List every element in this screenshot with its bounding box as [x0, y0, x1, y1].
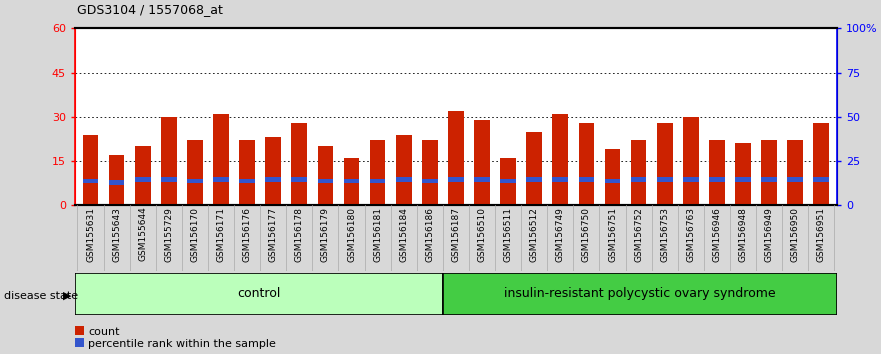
Bar [526, 177, 542, 182]
Bar [526, 132, 542, 205]
Text: GSM156946: GSM156946 [713, 207, 722, 262]
Bar [579, 177, 595, 182]
Text: count: count [88, 327, 120, 337]
Bar [161, 117, 177, 205]
Bar [761, 141, 777, 205]
Bar [292, 177, 307, 182]
Bar [75, 273, 443, 315]
Text: GSM155631: GSM155631 [86, 207, 95, 262]
Bar [631, 177, 647, 182]
Bar [579, 123, 595, 205]
Bar [83, 135, 99, 205]
Bar [443, 273, 837, 315]
Text: GSM156170: GSM156170 [190, 207, 199, 262]
Bar [187, 179, 203, 183]
Text: GSM156948: GSM156948 [738, 207, 747, 262]
Text: GSM156511: GSM156511 [504, 207, 513, 262]
Bar [500, 158, 516, 205]
Bar [240, 141, 255, 205]
Bar [552, 177, 568, 182]
Bar [317, 146, 333, 205]
Bar [788, 177, 803, 182]
Bar [83, 179, 99, 183]
Bar [187, 141, 203, 205]
Bar [344, 179, 359, 183]
Text: disease state: disease state [4, 291, 78, 301]
Bar [370, 179, 386, 183]
Bar [448, 177, 463, 182]
Bar [735, 143, 751, 205]
Text: GSM156951: GSM156951 [817, 207, 825, 262]
Text: GSM156177: GSM156177 [269, 207, 278, 262]
Bar [265, 137, 281, 205]
Bar [240, 179, 255, 183]
Text: ▶: ▶ [63, 291, 72, 301]
Bar [422, 179, 438, 183]
Text: GSM156176: GSM156176 [242, 207, 252, 262]
Text: GSM155643: GSM155643 [112, 207, 122, 262]
Bar [709, 141, 725, 205]
Bar [788, 141, 803, 205]
Bar [396, 177, 411, 182]
Bar [813, 177, 829, 182]
Text: GSM155644: GSM155644 [138, 207, 147, 261]
Text: percentile rank within the sample: percentile rank within the sample [88, 339, 276, 349]
Text: GSM156187: GSM156187 [451, 207, 461, 262]
Bar [265, 177, 281, 182]
Bar [683, 117, 699, 205]
Bar [213, 177, 229, 182]
Bar [213, 114, 229, 205]
Bar [317, 179, 333, 183]
Text: GSM156751: GSM156751 [608, 207, 617, 262]
Bar [761, 177, 777, 182]
Bar [422, 141, 438, 205]
Bar [500, 179, 516, 183]
Text: GSM156749: GSM156749 [556, 207, 565, 262]
Bar [657, 177, 672, 182]
Bar [683, 177, 699, 182]
Bar [344, 158, 359, 205]
Bar [474, 177, 490, 182]
Bar [292, 123, 307, 205]
Bar [657, 123, 672, 205]
Text: GSM156512: GSM156512 [529, 207, 538, 262]
Bar [474, 120, 490, 205]
Bar [135, 177, 151, 182]
Bar [604, 179, 620, 183]
Bar [109, 155, 124, 205]
Bar [552, 114, 568, 205]
Text: GDS3104 / 1557068_at: GDS3104 / 1557068_at [78, 4, 224, 17]
Bar [396, 135, 411, 205]
Bar [813, 123, 829, 205]
Bar [370, 141, 386, 205]
Text: control: control [237, 287, 280, 300]
Bar [448, 111, 463, 205]
Text: GSM156171: GSM156171 [217, 207, 226, 262]
Text: GSM156180: GSM156180 [347, 207, 356, 262]
Bar [631, 141, 647, 205]
Bar [604, 149, 620, 205]
Text: GSM156752: GSM156752 [634, 207, 643, 262]
Text: GSM156178: GSM156178 [295, 207, 304, 262]
Bar [161, 177, 177, 182]
Text: GSM156753: GSM156753 [660, 207, 670, 262]
Text: GSM156186: GSM156186 [426, 207, 434, 262]
Bar [135, 146, 151, 205]
Text: GSM156750: GSM156750 [582, 207, 591, 262]
Bar [109, 180, 124, 185]
Text: GSM156181: GSM156181 [374, 207, 382, 262]
Text: GSM156950: GSM156950 [790, 207, 800, 262]
Text: GSM156510: GSM156510 [478, 207, 486, 262]
Bar [709, 177, 725, 182]
Text: GSM156949: GSM156949 [765, 207, 774, 262]
Text: GSM155729: GSM155729 [165, 207, 174, 262]
Text: GSM156184: GSM156184 [399, 207, 408, 262]
Text: GSM156763: GSM156763 [686, 207, 695, 262]
Text: insulin-resistant polycystic ovary syndrome: insulin-resistant polycystic ovary syndr… [504, 287, 775, 300]
Text: GSM156179: GSM156179 [321, 207, 329, 262]
Bar [735, 177, 751, 182]
